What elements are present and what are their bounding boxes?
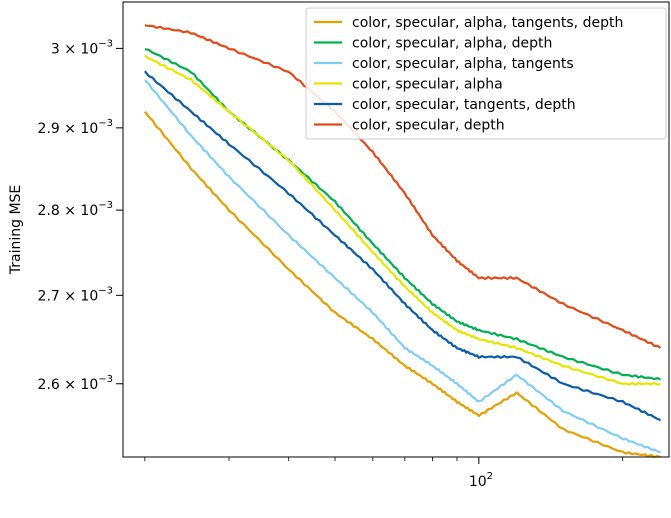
y-tick-label: 2.6 × 10−3 (38, 374, 113, 393)
series-line-5 (144, 70, 661, 422)
y-tick-label: 2.8 × 10−3 (38, 200, 113, 219)
y-tick-label: 3 × 10−3 (51, 38, 113, 57)
legend: color, specular, alpha, tangents, depth c… (305, 7, 667, 140)
series-line-3 (144, 79, 661, 454)
y-axis: 2.6 × 10−3 2.7 × 10−3 2.8 × 10−3 2.9 × 10−3… (38, 38, 123, 393)
series-line-4 (144, 54, 661, 386)
x-axis: 102 (144, 457, 624, 490)
legend-label-2: color, specular, alpha, depth (352, 36, 552, 52)
legend-label-1: color, specular, alpha, tangents, depth (352, 15, 623, 31)
legend-label-5: color, specular, tangents, depth (352, 97, 576, 113)
legend-label-3: color, specular, alpha, tangents (352, 56, 574, 72)
y-tick-label: 2.7 × 10−3 (38, 285, 113, 304)
x-tick-label: 102 (469, 471, 493, 490)
series-line-1 (144, 111, 661, 459)
legend-label-6: color, specular, depth (352, 118, 505, 134)
series-line-6 (144, 24, 662, 349)
plot-frame (122, 1, 670, 458)
y-tick-label: 2.9 × 10−3 (38, 118, 113, 137)
legend-label-4: color, specular, alpha (352, 77, 503, 93)
plot-lines (144, 24, 662, 459)
legend-box (305, 7, 667, 140)
y-axis-label: Training MSE (8, 185, 24, 276)
